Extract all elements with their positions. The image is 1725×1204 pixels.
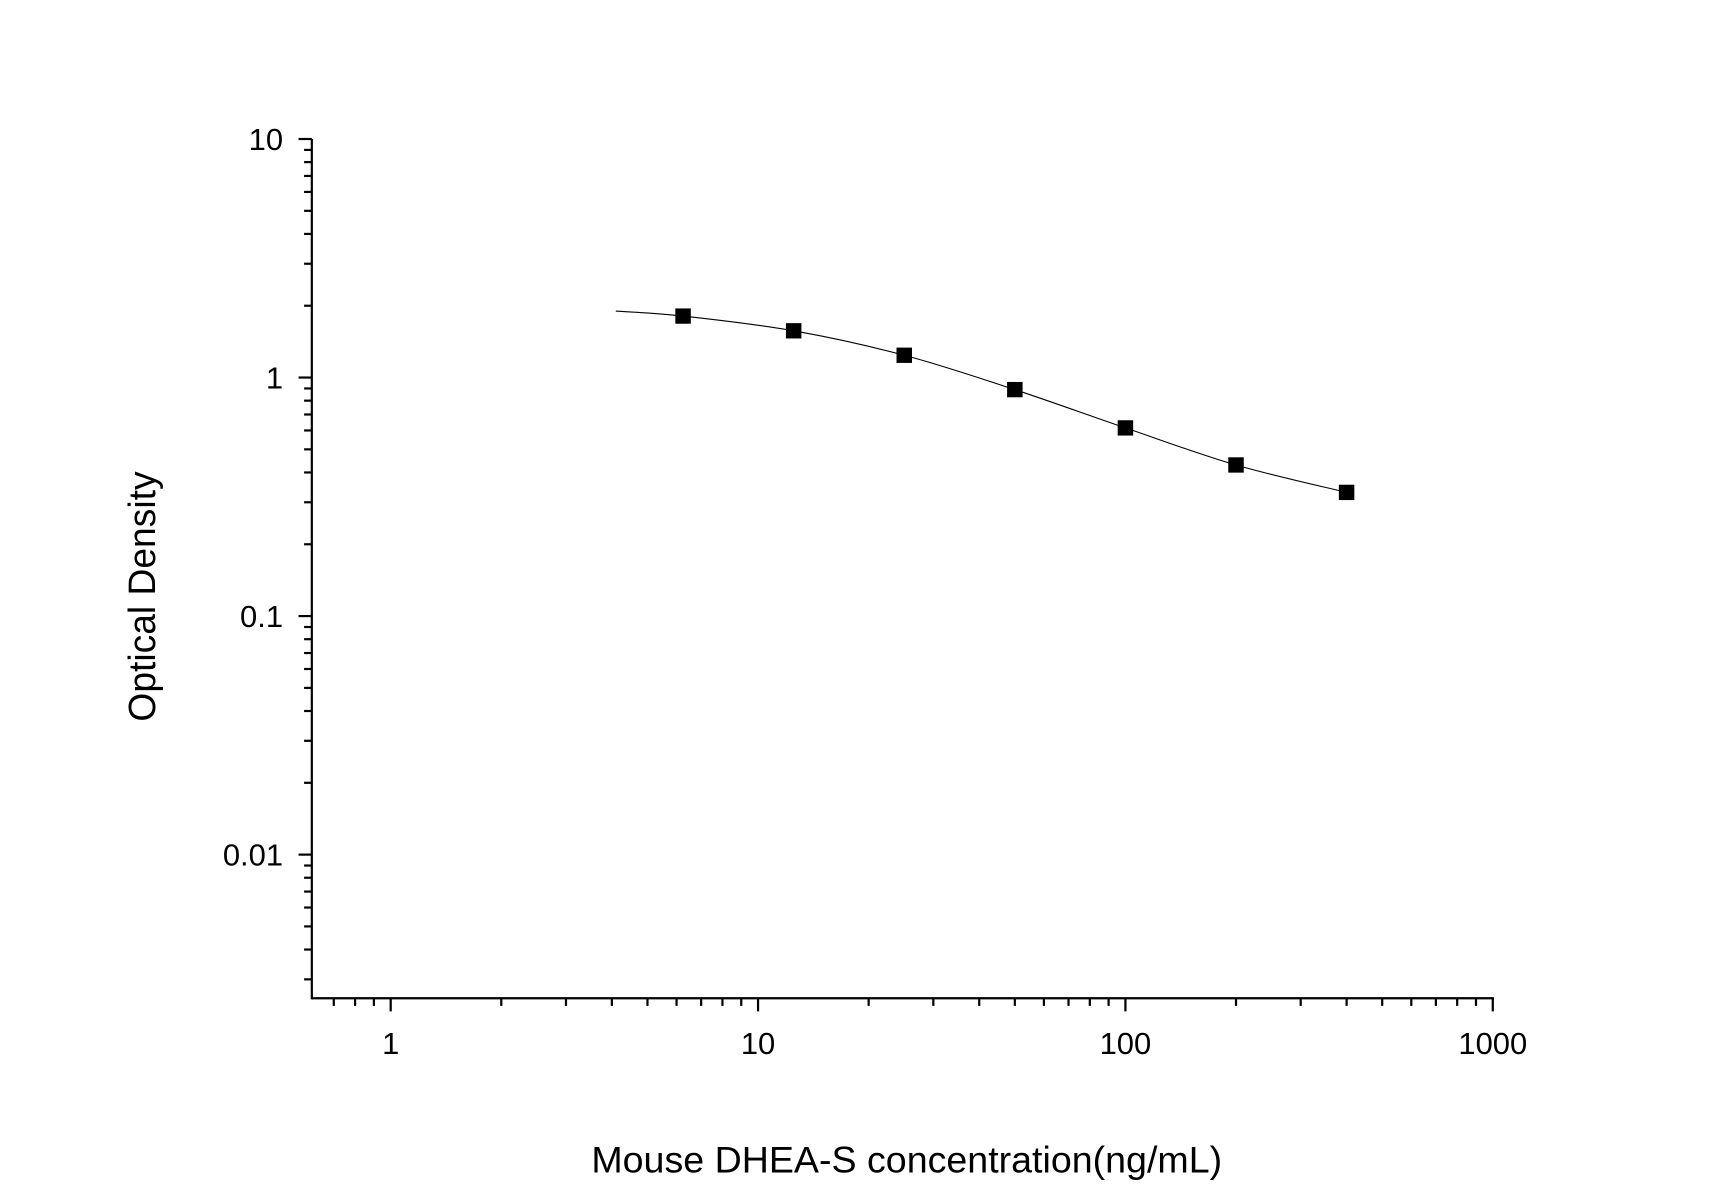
- x-axis-label: Mouse DHEA-S concentration(ng/mL): [591, 1138, 1222, 1180]
- ticks: 1 10 100 1000 10 1 0.1 0.01: [223, 122, 1527, 1061]
- x-tick-label: 10: [741, 1026, 775, 1061]
- data-point: [1228, 457, 1244, 473]
- y-axis-label: Optical Density: [121, 471, 163, 721]
- y-tick-label: 0.1: [240, 599, 283, 634]
- data-point: [1338, 484, 1355, 501]
- y-tick-label: 0.01: [223, 838, 283, 873]
- y-tick-label: 1: [266, 361, 283, 396]
- x-tick-label: 1000: [1458, 1026, 1527, 1061]
- x-tick-label: 100: [1100, 1026, 1152, 1061]
- data-point: [1117, 420, 1134, 436]
- fit-curve: [615, 310, 1347, 493]
- data-point: [896, 347, 912, 363]
- data-point: [785, 323, 802, 339]
- data-point: [675, 308, 691, 324]
- data-point: [1007, 381, 1023, 398]
- axes: [310, 139, 1494, 1000]
- x-tick-label: 1: [382, 1026, 399, 1061]
- y-tick-label: 10: [249, 122, 283, 157]
- data-points: [675, 308, 1355, 501]
